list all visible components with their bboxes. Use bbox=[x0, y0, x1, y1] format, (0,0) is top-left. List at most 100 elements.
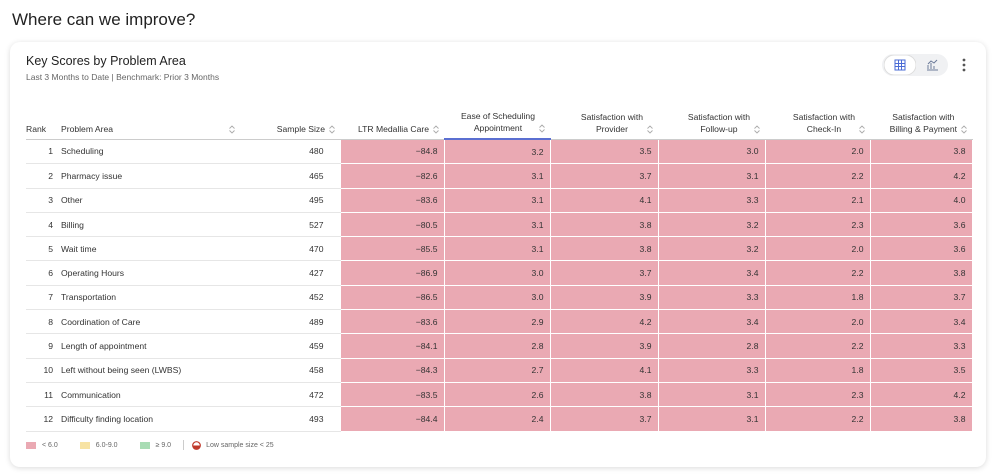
header-line: Satisfaction with bbox=[892, 111, 955, 122]
column-header[interactable]: Satisfaction with Provider bbox=[550, 104, 658, 140]
score-cell: 3.1 bbox=[443, 236, 551, 262]
score-cell: 3.1 bbox=[657, 406, 766, 432]
cell: 3 bbox=[26, 188, 56, 213]
cell: 2 bbox=[26, 163, 56, 189]
score-cell: 3.8 bbox=[549, 381, 659, 408]
header-line: Billing & Payment bbox=[889, 123, 957, 134]
score-cell: 4.2 bbox=[549, 309, 659, 335]
cell: 495 bbox=[240, 188, 340, 213]
score-cell: 3.1 bbox=[657, 163, 766, 189]
score-cell: 2.8 bbox=[657, 333, 766, 359]
table-row: 7 Transportation 452 −86.5 3.0 3.9 3.3 1.8 3.7 bbox=[26, 284, 973, 311]
column-header[interactable]: Satisfaction with Billing & Payment bbox=[870, 104, 972, 140]
score-cell: 3.4 bbox=[657, 260, 766, 286]
score-cell: 2.2 bbox=[764, 260, 871, 286]
cell: 493 bbox=[240, 406, 340, 432]
score-cell: 3.3 bbox=[657, 357, 766, 383]
cell: 7 bbox=[26, 285, 56, 311]
score-cell: 3.8 bbox=[869, 138, 973, 165]
header-line: Provider bbox=[595, 123, 628, 134]
score-cell: 4.1 bbox=[549, 187, 659, 213]
score-cell: 2.1 bbox=[764, 187, 871, 213]
cell: 489 bbox=[240, 309, 340, 335]
score-cell: 2.3 bbox=[764, 381, 871, 408]
score-cell: 2.6 bbox=[443, 381, 551, 408]
header-line: Check-In bbox=[806, 123, 842, 134]
score-cell: 3.7 bbox=[549, 406, 659, 432]
score-cell: 1.8 bbox=[764, 284, 871, 311]
legend-label: < 6.0 bbox=[42, 441, 58, 449]
score-cell: 3.3 bbox=[869, 333, 973, 359]
score-cell: 3.1 bbox=[443, 211, 551, 238]
cell: Operating Hours bbox=[56, 260, 240, 286]
legend: < 6.0 6.0-9.0 ≥ 9.0 Low sample size < 25 bbox=[26, 440, 296, 450]
cell: Difficulty finding location bbox=[56, 406, 240, 432]
column-header[interactable]: Satisfaction with Follow-up bbox=[658, 104, 765, 140]
score-cell: 3.9 bbox=[549, 333, 659, 359]
chart-view-button[interactable] bbox=[918, 55, 946, 75]
header-line: Follow-up bbox=[700, 123, 738, 134]
cell: 472 bbox=[240, 382, 340, 408]
sort-icon bbox=[859, 124, 865, 134]
score-cell: 2.9 bbox=[443, 309, 551, 335]
score-cell: −82.6 bbox=[339, 163, 445, 189]
cell: 427 bbox=[240, 260, 340, 286]
column-header[interactable]: Ease of Scheduling Appointment bbox=[444, 104, 550, 140]
score-cell: 4.2 bbox=[869, 381, 973, 408]
score-cell: 3.2 bbox=[443, 138, 551, 165]
cell: 527 bbox=[240, 212, 340, 238]
header-line: Satisfaction with bbox=[687, 111, 750, 122]
score-cell: 2.2 bbox=[764, 406, 871, 432]
cell: 480 bbox=[240, 139, 340, 165]
card: Key Scores by Problem Area Last 3 Months… bbox=[10, 42, 986, 467]
more-menu[interactable] bbox=[960, 57, 968, 73]
card-title: Key Scores by Problem Area bbox=[26, 54, 186, 68]
cell: Wait time bbox=[56, 236, 240, 262]
legend-item: 6.0-9.0 bbox=[79, 441, 118, 449]
cell: 11 bbox=[26, 382, 56, 408]
page-title: Where can we improve? bbox=[12, 10, 196, 29]
score-cell: 3.2 bbox=[657, 236, 766, 262]
cell: Billing bbox=[56, 212, 240, 238]
score-cell: 3.5 bbox=[869, 357, 973, 383]
legend-swatch bbox=[26, 441, 36, 449]
header-line: Appointment bbox=[473, 123, 523, 133]
low-sample-item: Low sample size < 25 bbox=[192, 440, 274, 450]
header-line: LTR Medallia Care bbox=[357, 123, 429, 134]
column-header[interactable]: Problem Area bbox=[56, 104, 240, 140]
score-cell: 2.2 bbox=[764, 333, 871, 359]
score-cell: 3.6 bbox=[869, 236, 973, 262]
cell: Scheduling bbox=[56, 139, 240, 165]
header-line: Ease of Scheduling bbox=[460, 111, 535, 121]
score-cell: −86.5 bbox=[339, 284, 445, 311]
table-row: 1 Scheduling 480 −84.8 3.2 3.5 3.0 2.0 3.8 bbox=[26, 138, 973, 165]
column-header[interactable]: LTR Medallia Care bbox=[340, 104, 444, 140]
table-row: 10 Left without being seen (LWBS) 458 −84.3… bbox=[26, 357, 973, 383]
score-cell: 3.6 bbox=[869, 211, 973, 238]
header-line: Problem Area bbox=[61, 123, 114, 134]
score-cell: −80.5 bbox=[339, 211, 445, 238]
column-header[interactable]: Satisfaction with Check-In bbox=[765, 104, 870, 140]
score-cell: 2.0 bbox=[764, 309, 871, 335]
legend-swatch bbox=[139, 441, 150, 449]
score-cell: 2.0 bbox=[764, 236, 871, 262]
cell: Coordination of Care bbox=[56, 309, 240, 335]
table-row: 9 Length of appointment 459 −84.1 2.8 3.9 2.8 2… bbox=[26, 333, 973, 359]
header-line: Sample Size bbox=[276, 123, 325, 134]
table-row: 4 Billing 527 −80.5 3.1 3.8 3.2 2.3 3.6 bbox=[26, 211, 973, 238]
table-view-button[interactable] bbox=[884, 55, 916, 75]
score-cell: 3.0 bbox=[657, 138, 766, 165]
score-cell: −83.6 bbox=[339, 309, 445, 335]
column-header[interactable]: Sample Size bbox=[240, 104, 340, 140]
cell: Left without being seen (LWBS) bbox=[56, 358, 240, 383]
score-cell: −84.4 bbox=[339, 406, 445, 432]
sort-icon bbox=[433, 124, 439, 134]
table-row: 5 Wait time 470 −85.5 3.1 3.8 3.2 2.0 3.6 bbox=[26, 236, 973, 262]
view-toggle bbox=[882, 54, 948, 76]
score-cell: −86.9 bbox=[339, 260, 445, 286]
sort-icon bbox=[329, 124, 335, 134]
score-cell: 3.0 bbox=[443, 284, 551, 311]
table-row: 3 Other 495 −83.6 3.1 4.1 3.3 2.1 4.0 bbox=[26, 187, 973, 213]
cell: 470 bbox=[240, 236, 340, 262]
